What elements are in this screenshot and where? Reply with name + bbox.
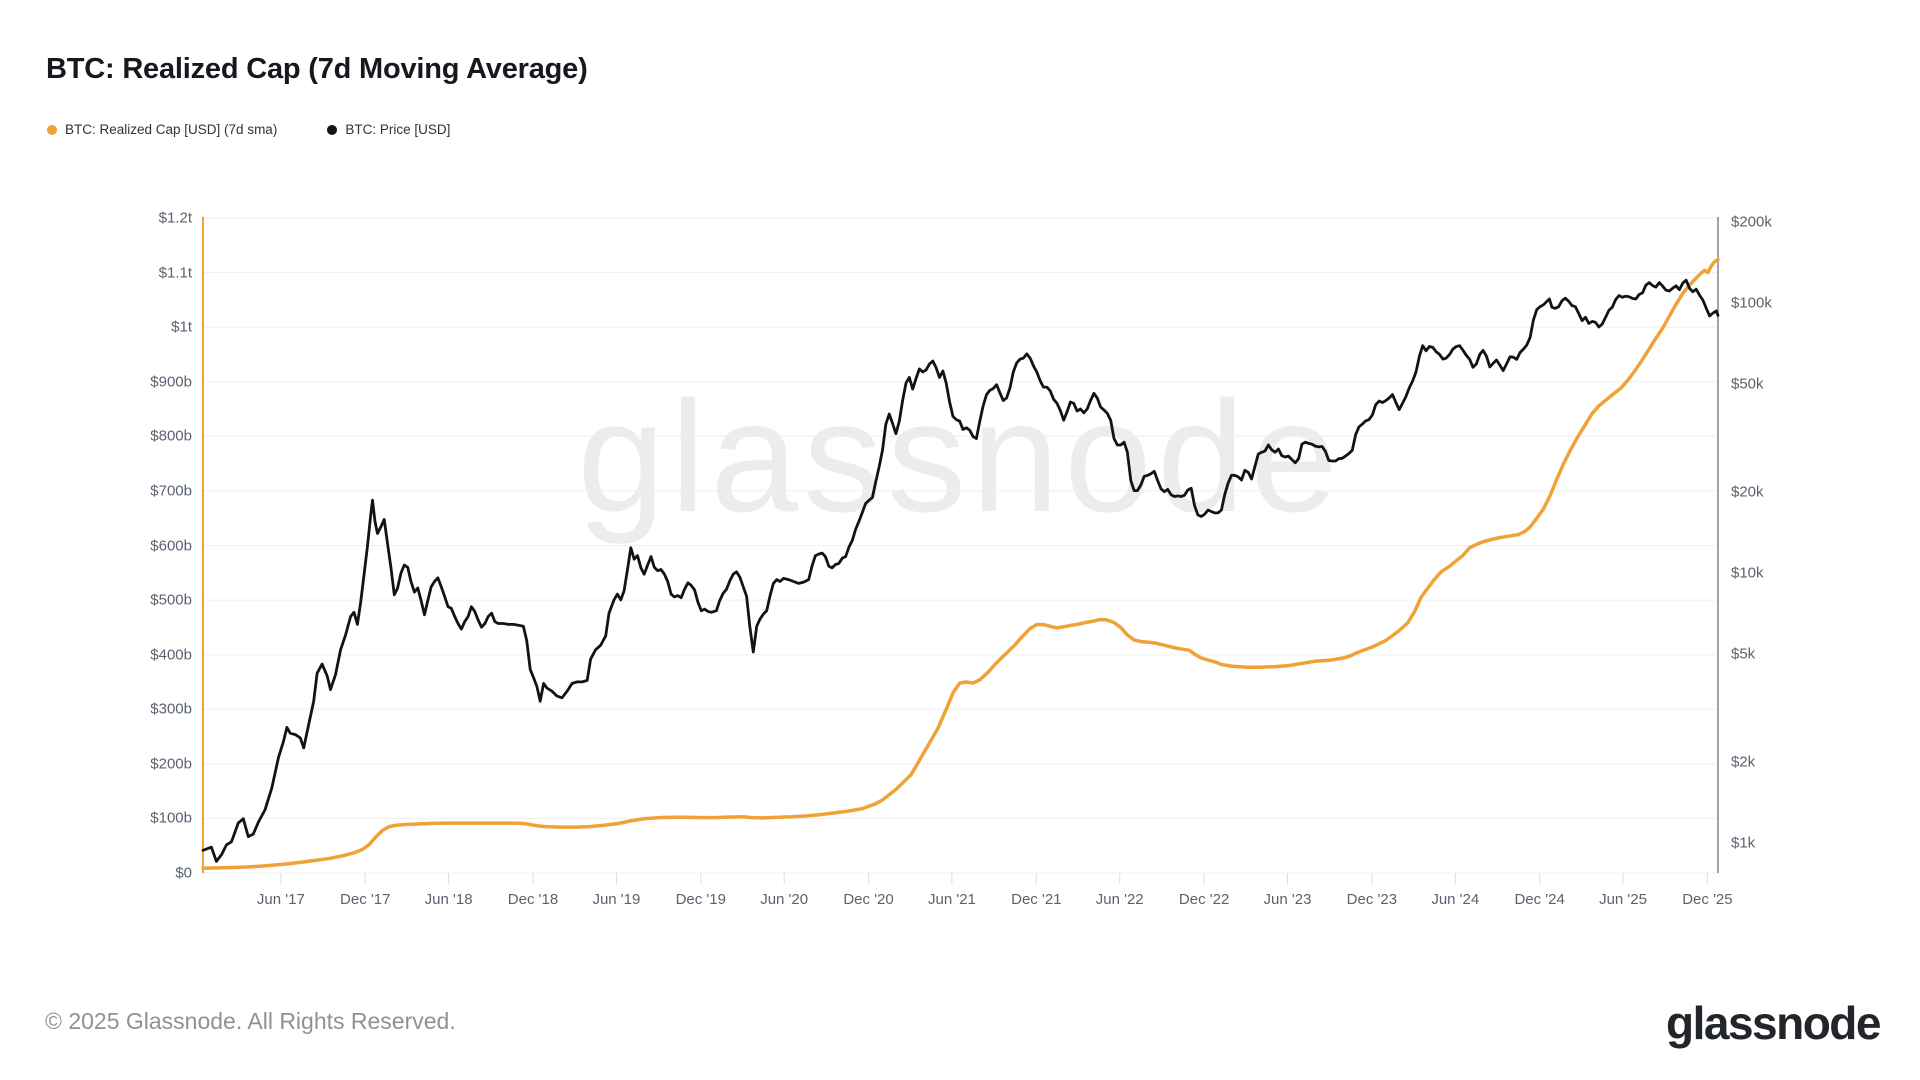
- left-axis-tick-label: $200b: [150, 755, 192, 773]
- right-axis-tick-label: $20k: [1731, 483, 1764, 501]
- x-axis-tick-label: Dec '24: [1514, 891, 1565, 908]
- x-axis-tick-label: Jun '18: [424, 891, 473, 908]
- right-axis-tick-label: $50k: [1731, 375, 1764, 393]
- left-axis-tick-label: $800b: [150, 427, 192, 445]
- right-axis-tick-label: $1k: [1731, 834, 1756, 852]
- right-axis-tick-label: $10k: [1731, 564, 1764, 582]
- x-axis-tick-label: Jun '22: [1095, 891, 1144, 908]
- left-axis-tick-label: $700b: [150, 482, 192, 500]
- left-axis-tick-label: $1t: [171, 318, 192, 336]
- legend-item-price[interactable]: BTC: Price [USD]: [327, 122, 450, 137]
- left-axis-tick-label: $1.1t: [158, 264, 192, 282]
- x-axis-tick-label: Dec '23: [1346, 891, 1398, 908]
- x-axis-tick-label: Dec '17: [340, 891, 391, 908]
- x-axis-tick-label: Dec '21: [1011, 891, 1062, 908]
- x-axis-tick-label: Dec '20: [843, 891, 894, 908]
- x-axis-tick-label: Dec '19: [675, 891, 726, 908]
- left-axis-tick-label: $100b: [150, 809, 192, 827]
- legend-swatch-realized-cap-icon: [47, 124, 57, 135]
- right-axis: $1k $2k $5k $10k $20k $50k $100k $200k: [1731, 0, 1851, 1080]
- right-axis-tick-label: $100k: [1731, 294, 1772, 312]
- watermark: glassnode: [577, 369, 1343, 545]
- x-axis-tick-label: Jun '21: [927, 891, 976, 908]
- x-axis-tick-label: Jun '19: [592, 891, 641, 908]
- x-axis-tick-label: Dec '18: [507, 891, 559, 908]
- right-axis-tick-label: $5k: [1731, 645, 1756, 663]
- left-axis-tick-label: $300b: [150, 700, 192, 718]
- legend-item-realized-cap[interactable]: BTC: Realized Cap [USD] (7d sma): [47, 122, 277, 137]
- legend-label-price: BTC: Price [USD]: [345, 122, 451, 137]
- legend-swatch-price-icon: [327, 124, 338, 135]
- right-axis-tick-label: $2k: [1731, 753, 1756, 771]
- left-axis-tick-label: $400b: [150, 646, 192, 664]
- legend: BTC: Realized Cap [USD] (7d sma) BTC: Pr…: [47, 122, 450, 137]
- x-axis-tick-label: Jun '23: [1263, 891, 1312, 908]
- glassnode-logo[interactable]: glassnode: [1665, 997, 1882, 1049]
- left-axis-tick-label: $0: [175, 864, 192, 882]
- page-title: BTC: Realized Cap (7d Moving Average): [46, 53, 588, 86]
- left-axis: $0 $100b $200b $300b $400b $500b $600b $700b $80…: [0, 0, 192, 1080]
- left-axis-tick-label: $500b: [150, 591, 192, 609]
- x-axis-tick-label: Dec '22: [1178, 891, 1230, 908]
- x-axis-tick-label: Dec '25: [1682, 891, 1733, 908]
- left-axis-tick-label: $600b: [150, 537, 192, 554]
- x-axis-tick-label: Jun '24: [1431, 891, 1480, 908]
- x-axis-tick-label: Jun '25: [1599, 891, 1647, 908]
- left-axis-tick-label: $900b: [150, 373, 192, 391]
- x-axis-tick-label: Jun '20: [760, 891, 809, 908]
- footer-copyright: © 2025 Glassnode. All Rights Reserved.: [45, 1008, 456, 1034]
- left-axis-tick-label: $1.2t: [158, 209, 192, 227]
- legend-label-realized-cap: BTC: Realized Cap [USD] (7d sma): [65, 122, 278, 137]
- x-axis-tick-label: Jun '17: [256, 891, 305, 908]
- right-axis-tick-label: $200k: [1731, 213, 1772, 231]
